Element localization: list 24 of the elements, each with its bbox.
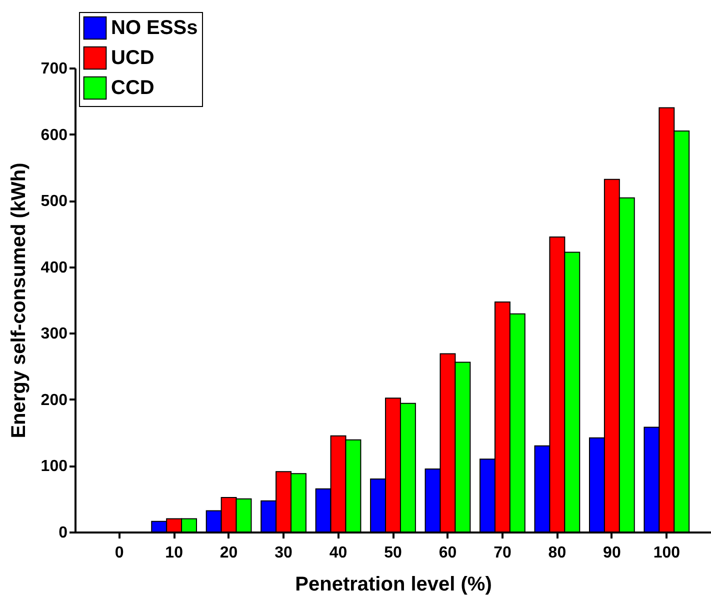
x-tick-label: 100 xyxy=(653,544,680,562)
y-tick-label: 100 xyxy=(40,458,68,476)
y-tick-label: 500 xyxy=(40,193,68,210)
x-tick-label: 40 xyxy=(329,544,348,562)
x-tick-label: 30 xyxy=(274,544,293,562)
y-tick-label: 700 xyxy=(40,60,68,78)
x-tick-label: 80 xyxy=(548,544,566,562)
x-tick-label: 90 xyxy=(603,544,621,562)
legend-label: CCD xyxy=(111,77,154,99)
x-tick-label: 20 xyxy=(220,544,238,562)
x-tick-label: 0 xyxy=(114,544,124,562)
x-tick-label: 10 xyxy=(165,544,184,562)
y-tick-label: 400 xyxy=(40,259,68,276)
legend-label: UCD xyxy=(111,47,154,69)
y-tick-label: 300 xyxy=(40,326,68,343)
x-tick-label: 50 xyxy=(384,544,402,562)
y-tick-label: 600 xyxy=(40,126,68,144)
y-tick-label: 0 xyxy=(58,524,68,542)
x-tick-label: 60 xyxy=(438,544,457,562)
legend-label: NO ESSs xyxy=(111,17,198,39)
x-tick-label: 70 xyxy=(494,544,512,562)
y-tick-label: 200 xyxy=(40,392,68,409)
x-axis-title: Penetration level (%) xyxy=(295,574,492,596)
y-axis-title: Energy self-consumed (kWh) xyxy=(8,162,30,438)
